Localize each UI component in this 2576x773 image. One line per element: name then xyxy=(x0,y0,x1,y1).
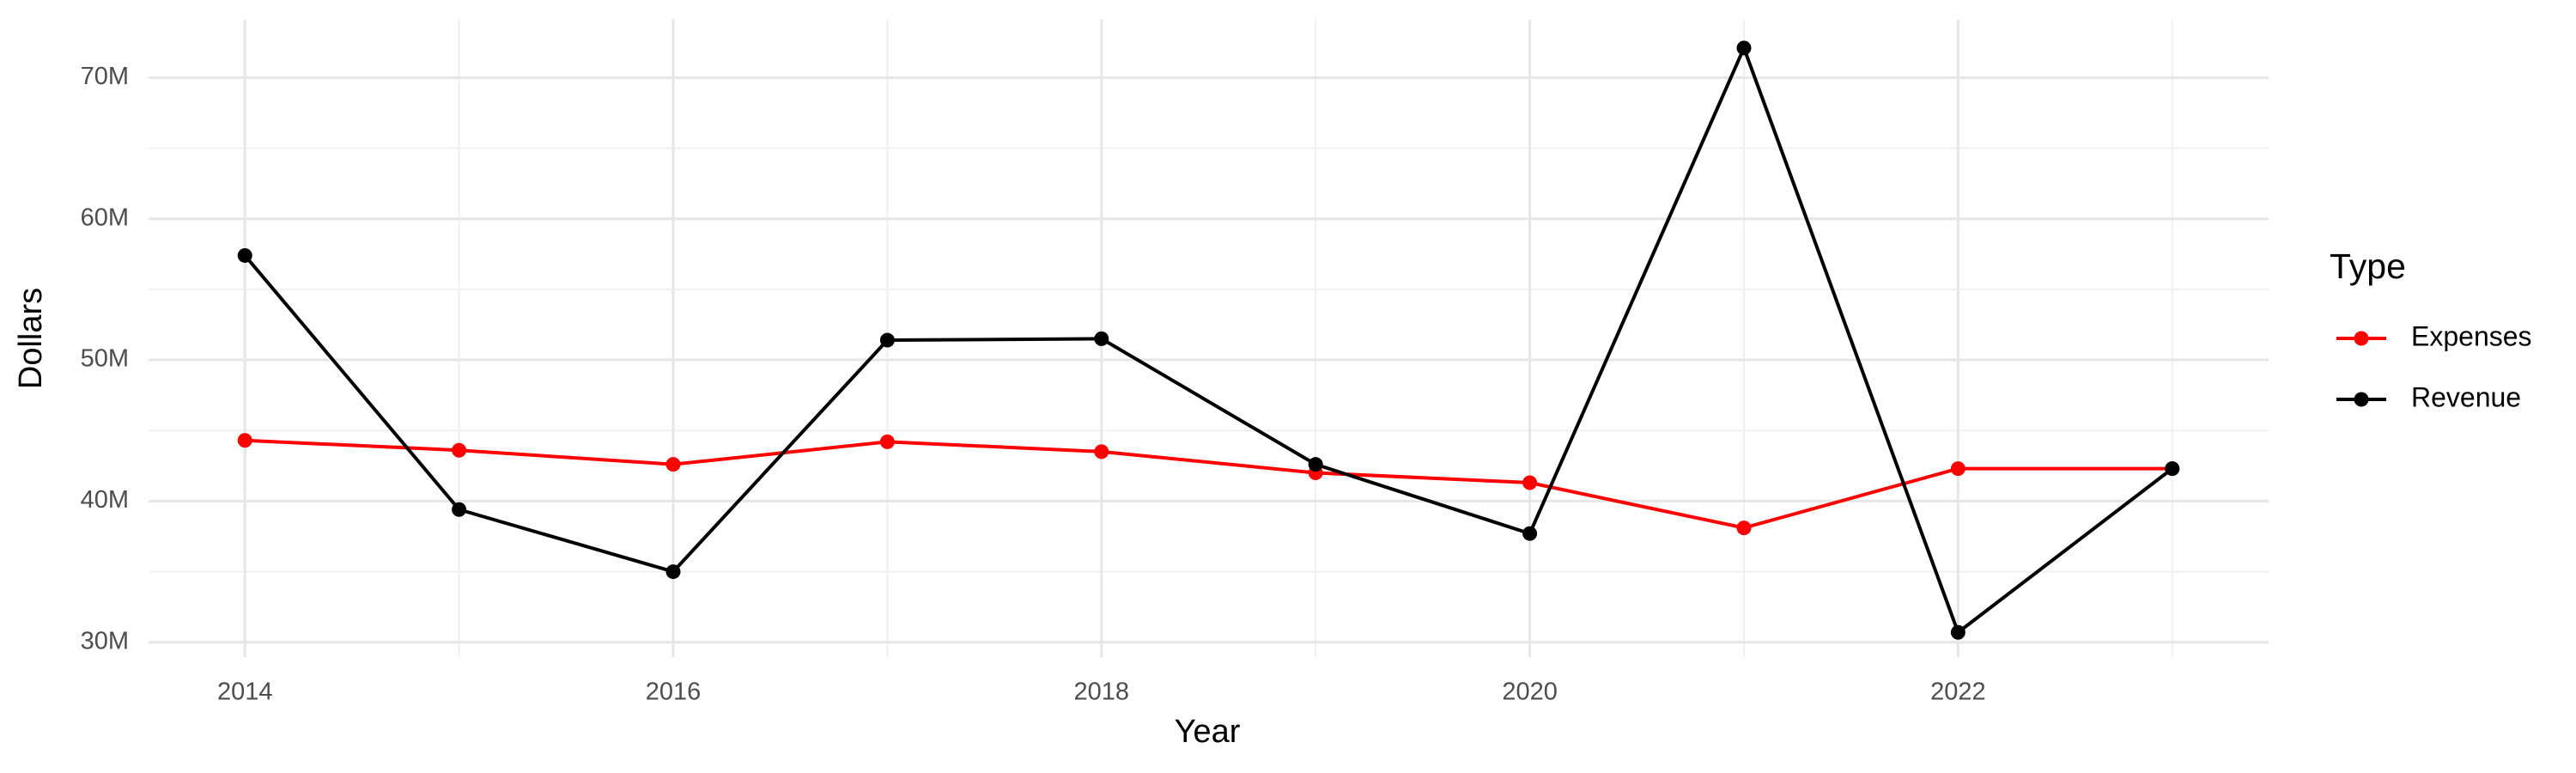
legend-key-point xyxy=(2354,392,2369,407)
y-tick-label: 60M xyxy=(81,204,129,231)
data-point xyxy=(452,442,467,458)
y-tick-label: 30M xyxy=(81,627,129,654)
data-point xyxy=(1094,331,1109,346)
data-point xyxy=(2165,461,2180,477)
series-line xyxy=(245,438,2172,530)
x-tick-label: 2016 xyxy=(646,679,702,706)
data-point xyxy=(237,247,252,263)
data-point xyxy=(452,502,467,517)
data-point xyxy=(1736,520,1752,536)
data-point xyxy=(237,433,252,448)
data-point xyxy=(1736,40,1752,56)
data-point xyxy=(879,434,895,449)
y-tick-label: 70M xyxy=(81,63,129,90)
legend-label: Revenue xyxy=(2411,381,2521,412)
data-point xyxy=(1308,457,1323,472)
y-axis-title: Dollars xyxy=(13,288,49,389)
data-point xyxy=(1522,526,1538,541)
x-tick-label: 2014 xyxy=(217,679,273,706)
data-point xyxy=(665,457,681,472)
data-point xyxy=(1950,461,1965,477)
series-line xyxy=(243,43,2173,636)
legend-title: Type xyxy=(2330,247,2406,286)
data-point xyxy=(665,564,681,580)
y-tick-label: 50M xyxy=(81,345,129,373)
legend-key-point xyxy=(2354,331,2369,346)
x-tick-label: 2018 xyxy=(1074,679,1130,706)
x-axis-title: Year xyxy=(1175,714,1241,750)
data-point xyxy=(879,332,895,348)
x-tick-label: 2022 xyxy=(1930,679,1986,706)
data-point xyxy=(1950,624,1965,640)
data-point xyxy=(1522,475,1538,490)
x-tick-label: 2020 xyxy=(1502,679,1558,706)
data-point xyxy=(1094,444,1109,460)
legend-label: Expenses xyxy=(2411,320,2532,351)
y-tick-label: 40M xyxy=(81,486,129,514)
